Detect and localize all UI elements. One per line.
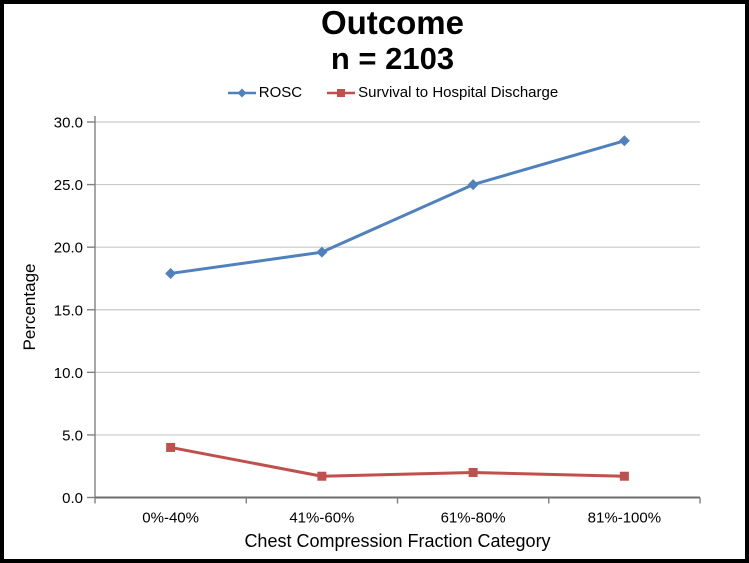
series-line xyxy=(169,445,626,478)
y-tick-label: 15.0 xyxy=(54,302,83,319)
legend-item-rosc: ROSC xyxy=(227,84,302,101)
x-category-label: 81%-100% xyxy=(588,510,661,527)
data-point-diamond xyxy=(237,88,247,97)
title-block: Outcome n = 2103 ROSC Survival to Hospit… xyxy=(44,5,741,101)
data-point-diamond xyxy=(467,179,479,191)
data-point-square xyxy=(468,467,478,477)
chart-subtitle: n = 2103 xyxy=(330,41,455,76)
x-axis-title: Chest Compression Fraction Category xyxy=(244,531,551,551)
chart-title: Outcome xyxy=(320,4,465,41)
data-point-square xyxy=(619,471,629,481)
y-tick-label: 25.0 xyxy=(54,177,83,194)
data-point-diamond xyxy=(316,246,328,258)
legend-label-rosc: ROSC xyxy=(258,84,303,101)
legend-marker-glyph xyxy=(327,88,356,97)
data-point-diamond xyxy=(165,267,177,279)
legend-marker-glyph xyxy=(227,88,256,97)
legend: ROSC Survival to Hospital Discharge xyxy=(44,84,741,101)
series-rosc xyxy=(165,135,630,279)
legend-label-survival: Survival to Hospital Discharge xyxy=(358,84,559,101)
legend-item-survival: Survival to Hospital Discharge xyxy=(326,84,558,101)
rosc-diamond-marker-icon xyxy=(227,86,257,100)
series-survival xyxy=(166,442,629,481)
y-tick-label: 20.0 xyxy=(54,240,83,257)
x-category-label: 61%-80% xyxy=(441,510,506,527)
data-point-diamond xyxy=(618,135,630,147)
y-tick-label: 0.0 xyxy=(62,490,83,507)
y-tick-label: 10.0 xyxy=(54,365,83,382)
data-point-square xyxy=(166,442,176,452)
y-tick-label: 5.0 xyxy=(62,427,83,444)
survival-square-marker-icon xyxy=(326,86,356,100)
x-category-label: 0%-40% xyxy=(142,510,199,527)
series-line xyxy=(169,139,626,275)
plot-area: 0.0 5.0 10.0 15.0 20.0 25.0 30.0 0%-40% 41%-60% 6… xyxy=(54,115,701,527)
data-point-square xyxy=(337,88,346,97)
y-tick-label: 30.0 xyxy=(54,115,83,132)
data-point-square xyxy=(317,471,327,481)
x-category-label: 41%-60% xyxy=(289,510,354,527)
